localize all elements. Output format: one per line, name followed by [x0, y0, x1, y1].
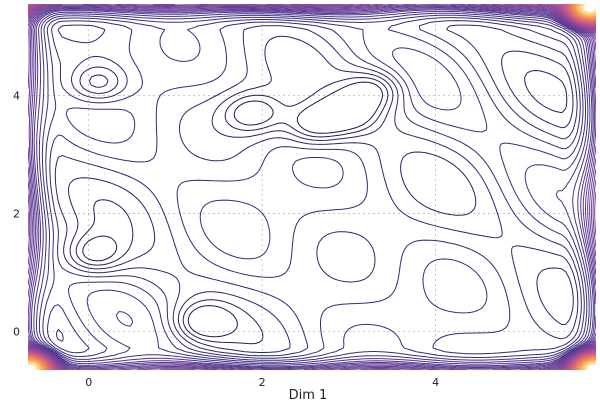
- x-tick-label: 4: [432, 376, 439, 389]
- contour-line: [54, 24, 579, 357]
- contour-line: [28, 4, 596, 370]
- contour-line: [68, 35, 574, 353]
- contour-line: [28, 7, 596, 370]
- x-tick-label: 2: [259, 376, 266, 389]
- contour-line: [28, 4, 596, 370]
- contour-line: [28, 4, 596, 370]
- contour-line: [28, 6, 596, 370]
- contour-line: [82, 81, 384, 338]
- contour-line: [38, 14, 588, 363]
- y-tick-label: 2: [13, 208, 20, 221]
- contour-line: [28, 5, 596, 370]
- contour-line: [33, 10, 592, 366]
- contour-line: [29, 8, 596, 369]
- tick-labels: 0 2 4 0 2 4: [13, 90, 439, 390]
- contour-line: [28, 4, 596, 370]
- contour-line: [75, 70, 568, 345]
- contour-line: [36, 12, 590, 365]
- contour-line: [31, 9, 594, 368]
- contour-line: [42, 17, 585, 361]
- y-tick-label: 4: [13, 90, 20, 103]
- y-tick-label: 0: [13, 326, 20, 339]
- x-axis-label: Dim 1: [289, 388, 328, 400]
- contour-lines: [28, 4, 596, 370]
- contour-line: [47, 20, 582, 359]
- x-tick-label: 0: [85, 376, 92, 389]
